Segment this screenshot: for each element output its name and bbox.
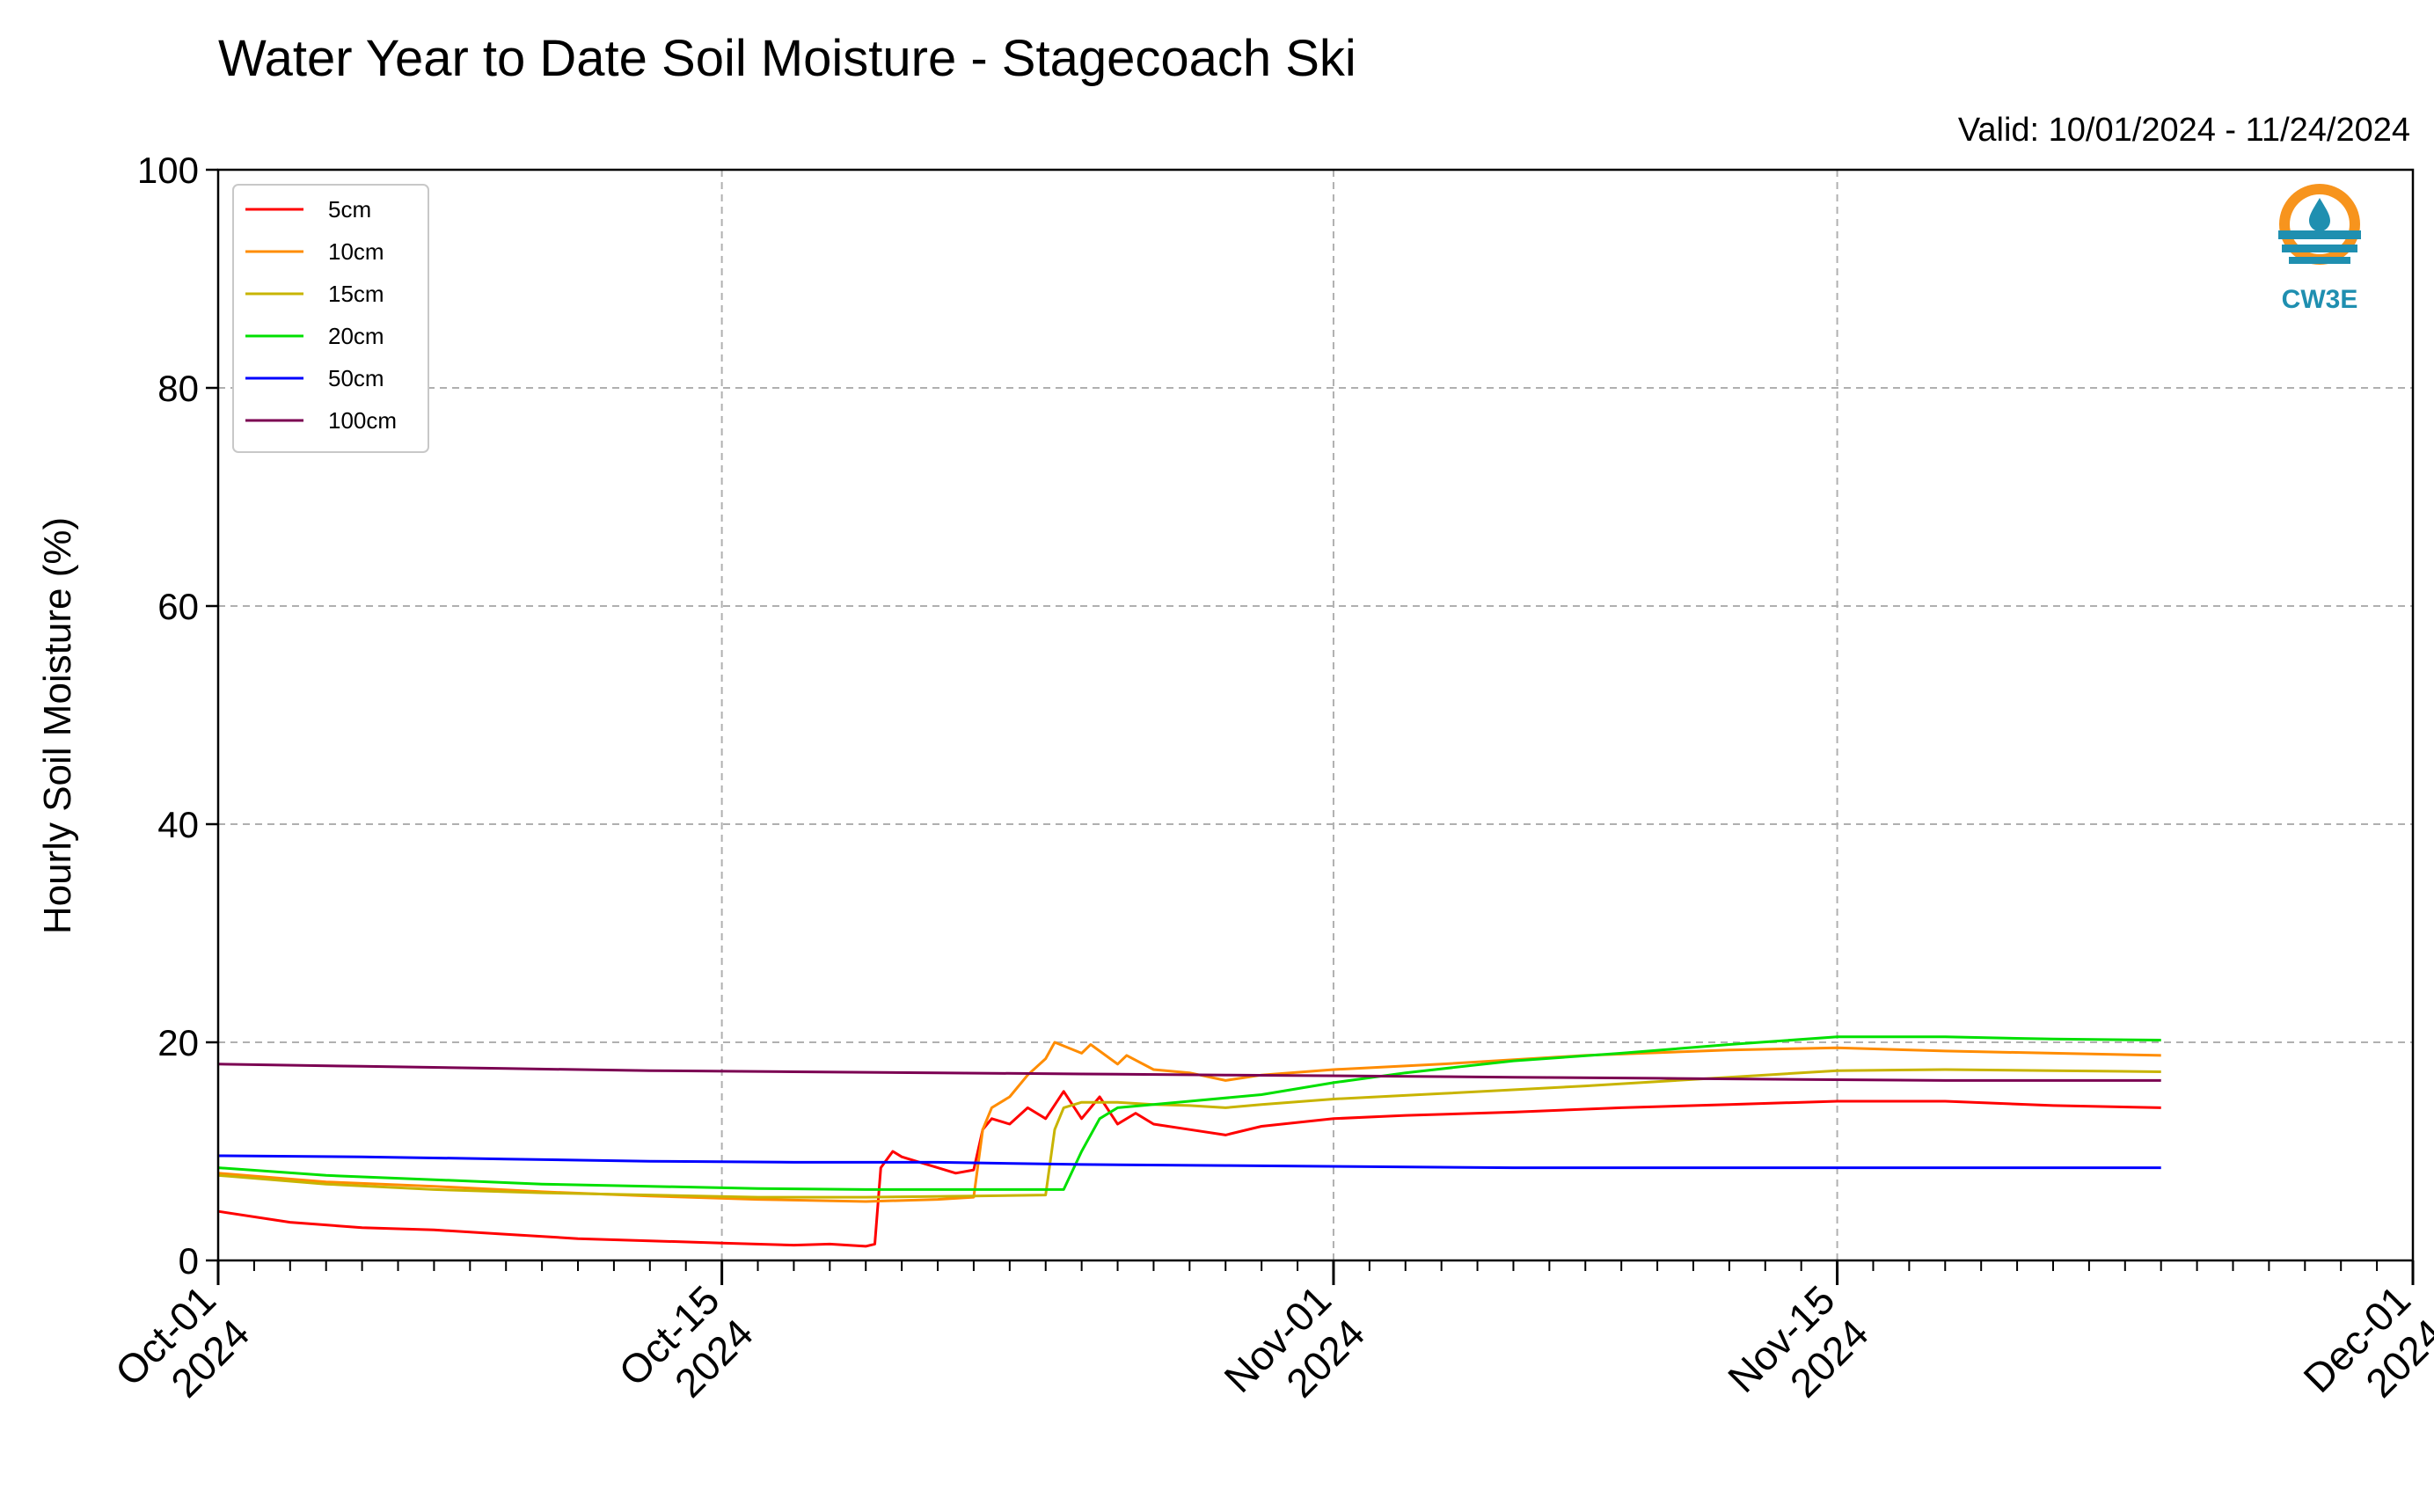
y-tick-label: 80	[157, 368, 199, 409]
chart-title: Water Year to Date Soil Moisture - Stage…	[218, 30, 1356, 87]
logo-wave-icon-2	[2282, 245, 2357, 252]
legend-label: 10cm	[328, 238, 384, 265]
series-line-5cm	[217, 1090, 2161, 1248]
series-line-50cm	[217, 1154, 2161, 1170]
legend-label: 5cm	[328, 196, 371, 223]
logo-wave-icon-3	[2289, 257, 2350, 264]
legend-label: 20cm	[328, 323, 384, 349]
legend-label: 50cm	[328, 365, 384, 391]
y-tick-label: 20	[157, 1022, 199, 1063]
y-axis-label: Hourly Soil Moisture (%)	[36, 517, 79, 934]
y-tick-label: 100	[137, 150, 199, 191]
logo-drop-icon	[2309, 198, 2330, 231]
y-tick-label: 0	[179, 1240, 199, 1282]
y-tick-labels: 0 20 40 60 80 100	[137, 150, 218, 1282]
series-lines	[217, 1035, 2161, 1248]
legend: 5cm 10cm 15cm 20cm 50cm 100cm	[232, 184, 429, 453]
series-line-20cm	[217, 1035, 2161, 1191]
legend-label: 100cm	[328, 407, 397, 434]
logo-wave-icon	[2278, 230, 2361, 239]
chart-subtitle: Valid: 10/01/2024 - 11/24/2024	[1958, 112, 2410, 149]
y-tick-label: 40	[157, 804, 199, 845]
series-line-15cm	[217, 1068, 2161, 1199]
series-line-100cm	[217, 1063, 2161, 1082]
legend-label: 15cm	[328, 281, 384, 307]
plot-frame	[216, 168, 2415, 1262]
y-tick-label: 60	[157, 586, 199, 627]
cw3e-logo: CW3E	[2278, 184, 2361, 314]
logo-text: CW3E	[2282, 285, 2358, 314]
